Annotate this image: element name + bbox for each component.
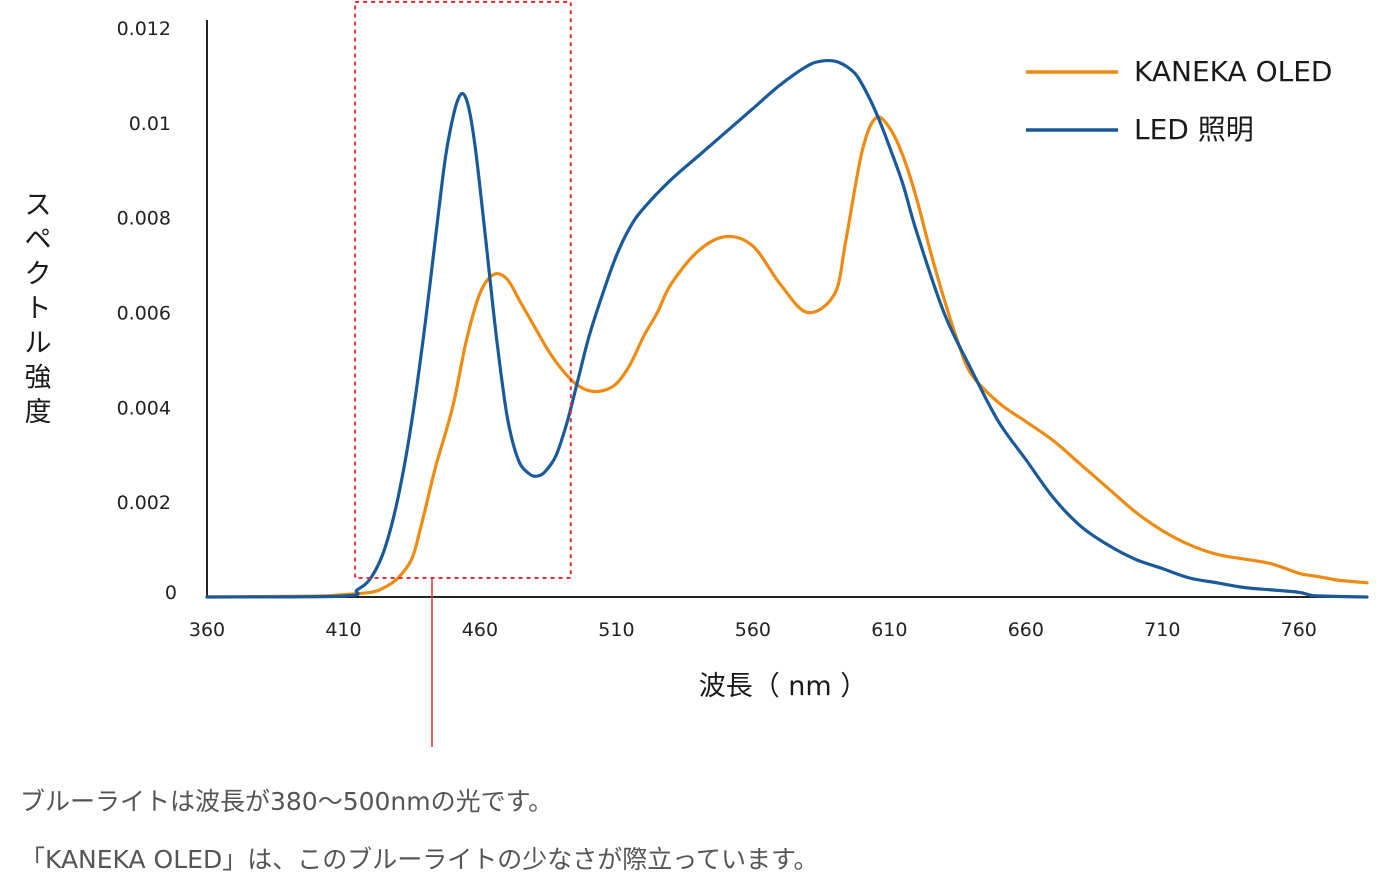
y-tick-label: 0.004 — [117, 397, 171, 419]
y-tick-label: 0.002 — [117, 492, 171, 514]
x-tick-label: 660 — [1008, 619, 1044, 641]
x-axis-label: 波長（ nm ） — [699, 671, 868, 702]
y-label-char: ト — [25, 294, 52, 325]
series-line-led — [205, 59, 1369, 599]
y-label-char: ル — [25, 328, 52, 359]
x-tick-label: 560 — [735, 619, 771, 641]
y-tick-labels: 0 0.002 0.004 0.006 0.008 0.01 0.012 — [117, 18, 177, 604]
y-label-char: ク — [25, 259, 52, 290]
spectrum-chart: 0 0.002 0.004 0.006 0.008 0.01 0.012 360 410 460… — [25, 1, 1369, 747]
legend-label: LED 照明 — [1134, 113, 1254, 146]
y-label-char: ペ — [25, 225, 52, 256]
legend-label: KANEKA OLED — [1134, 55, 1332, 88]
x-tick-labels: 360 410 460 510 560 610 660 710 760 — [189, 619, 1317, 641]
y-label-char: ス — [25, 190, 52, 221]
x-tick-label: 710 — [1144, 619, 1180, 641]
y-tick-label: 0.006 — [117, 303, 171, 325]
x-tick-label: 410 — [325, 619, 361, 641]
y-label-char: 強 — [25, 363, 52, 394]
legend: KANEKA OLED LED 照明 — [1026, 55, 1332, 146]
series-layer — [205, 59, 1369, 599]
caption-line-2: 「KANEKA OLED」は、このブルーライトの少なさが際立っています。 — [20, 845, 819, 874]
x-tick-label: 610 — [871, 619, 907, 641]
caption-line-1: ブルーライトは波長が380〜500nmの光です。 — [20, 787, 554, 816]
series-line-kaneka-oled — [205, 115, 1369, 599]
x-tick-label: 460 — [462, 619, 498, 641]
y-label-char: 度 — [25, 397, 52, 428]
blue-light-highlight-box — [354, 1, 572, 580]
y-tick-label: 0 — [165, 582, 177, 604]
x-tick-label: 760 — [1281, 619, 1317, 641]
y-tick-label: 0.01 — [129, 113, 171, 135]
y-tick-label: 0.008 — [117, 208, 171, 230]
y-tick-label: 0.012 — [117, 18, 171, 40]
x-tick-label: 510 — [598, 619, 634, 641]
x-tick-label: 360 — [189, 619, 225, 641]
